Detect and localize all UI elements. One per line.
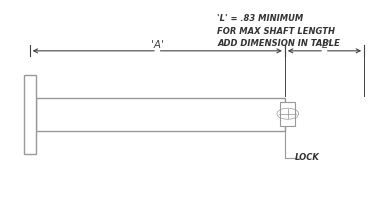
Text: 'A': 'A' [151,40,164,50]
Bar [24,75,36,154]
Text: LOCK: LOCK [295,153,320,163]
Text: 'L': 'L' [319,40,330,50]
Bar [281,102,295,126]
Text: 'L' = .83 MINIMUM
FOR MAX SHAFT LENGTH
ADD DIMENSION IN TABLE: 'L' = .83 MINIMUM FOR MAX SHAFT LENGTH A… [217,14,340,49]
Bar [36,98,285,131]
